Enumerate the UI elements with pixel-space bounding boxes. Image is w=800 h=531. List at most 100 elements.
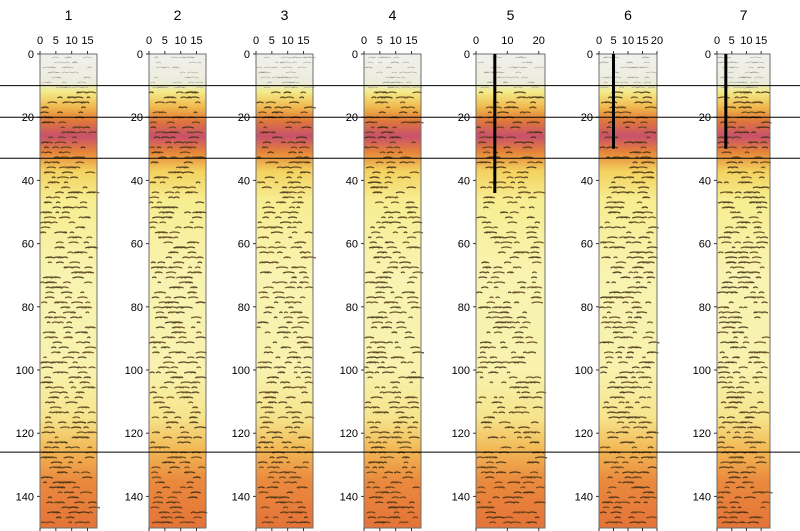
y-tick-label: 80 (238, 302, 250, 314)
y-tick-label: 60 (699, 239, 711, 251)
reflection-texture (39, 56, 101, 524)
y-tick-label: 20 (131, 112, 143, 124)
reflection-texture (598, 56, 660, 524)
y-tick-label: 140 (125, 491, 143, 503)
y-tick-label: 60 (581, 239, 593, 251)
x-tick-label: 15 (636, 35, 648, 47)
panel-frame (363, 53, 422, 529)
y-tick-label: 20 (22, 112, 34, 124)
y-tick-label: 120 (125, 428, 143, 440)
panel-title: 5 (507, 7, 515, 23)
x-tick-label: 20 (651, 35, 663, 47)
y-tick-label: 140 (16, 491, 34, 503)
y-tick-label: 140 (693, 491, 711, 503)
y-tick-label: 120 (340, 428, 358, 440)
x-tick-label: 15 (190, 35, 202, 47)
x-tick-label: 0 (596, 35, 602, 47)
y-tick-label: 0 (705, 49, 711, 61)
x-tick-label: 5 (729, 35, 735, 47)
x-tick-label: 10 (622, 35, 634, 47)
y-tick-label: 40 (131, 175, 143, 187)
x-tick-label: 15 (755, 35, 767, 47)
y-tick-label: 0 (244, 49, 250, 61)
x-tick-label: 0 (146, 35, 152, 47)
y-tick-label: 0 (137, 49, 143, 61)
y-tick-label: 120 (232, 428, 250, 440)
y-tick-label: 20 (581, 112, 593, 124)
x-tick-label: 10 (66, 35, 78, 47)
x-tick-label: 5 (53, 35, 59, 47)
y-tick-label: 0 (28, 49, 34, 61)
y-tick-label: 40 (346, 175, 358, 187)
reflection-texture (475, 56, 548, 524)
y-tick-label: 80 (581, 302, 593, 314)
y-tick-label: 80 (346, 302, 358, 314)
x-tick-label: 0 (473, 35, 479, 47)
y-tick-label: 120 (693, 428, 711, 440)
y-tick-label: 100 (575, 365, 593, 377)
radargram-image (149, 54, 206, 528)
radargram-image (599, 54, 657, 528)
x-tick-label: 0 (361, 35, 367, 47)
y-tick-label: 140 (575, 491, 593, 503)
x-tick-label: 10 (740, 35, 752, 47)
panel-title: 3 (281, 7, 289, 23)
y-tick-label: 80 (22, 302, 34, 314)
panel-title: 4 (389, 7, 397, 23)
radargram-panel-5: 5 0 10 20 0 20 40 60 80 100 120 140 (452, 7, 548, 531)
panel-title: 6 (624, 7, 632, 23)
x-tick-label: 15 (297, 35, 309, 47)
panel-frame (716, 53, 771, 529)
y-tick-label: 120 (575, 428, 593, 440)
x-tick-label: 15 (405, 35, 417, 47)
panel-title: 7 (740, 7, 748, 23)
y-tick-label: 100 (125, 365, 143, 377)
y-tick-label: 100 (232, 365, 250, 377)
panel-frame (39, 53, 98, 529)
x-tick-label: 15 (81, 35, 93, 47)
y-tick-label: 100 (16, 365, 34, 377)
x-tick-label: 10 (175, 35, 187, 47)
x-tick-label: 5 (377, 35, 383, 47)
x-tick-label: 0 (714, 35, 720, 47)
y-tick-label: 40 (238, 175, 250, 187)
reflection-texture (363, 56, 425, 524)
y-tick-label: 0 (587, 49, 593, 61)
y-tick-label: 120 (452, 428, 470, 440)
y-tick-label: 40 (699, 175, 711, 187)
y-tick-label: 80 (458, 302, 470, 314)
y-tick-label: 60 (238, 239, 250, 251)
panel-frame (475, 53, 546, 529)
y-tick-label: 60 (346, 239, 358, 251)
reflection-texture (716, 56, 773, 524)
y-tick-label: 100 (340, 365, 358, 377)
panel-frame (255, 53, 314, 529)
y-tick-label: 60 (131, 239, 143, 251)
y-tick-label: 80 (699, 302, 711, 314)
x-tick-label: 10 (501, 35, 513, 47)
y-tick-label: 20 (699, 112, 711, 124)
x-tick-label: 5 (269, 35, 275, 47)
x-tick-label: 10 (282, 35, 294, 47)
panel-title: 2 (174, 7, 182, 23)
y-tick-label: 20 (458, 112, 470, 124)
y-tick-label: 140 (452, 491, 470, 503)
x-tick-label: 5 (610, 35, 616, 47)
y-tick-label: 40 (22, 175, 34, 187)
depth-reference-lines (0, 85, 800, 453)
y-tick-label: 60 (458, 239, 470, 251)
y-tick-label: 100 (452, 365, 470, 377)
y-tick-label: 100 (693, 365, 711, 377)
y-tick-label: 20 (346, 112, 358, 124)
x-tick-label: 0 (253, 35, 259, 47)
y-tick-label: 20 (238, 112, 250, 124)
x-tick-label: 10 (390, 35, 402, 47)
